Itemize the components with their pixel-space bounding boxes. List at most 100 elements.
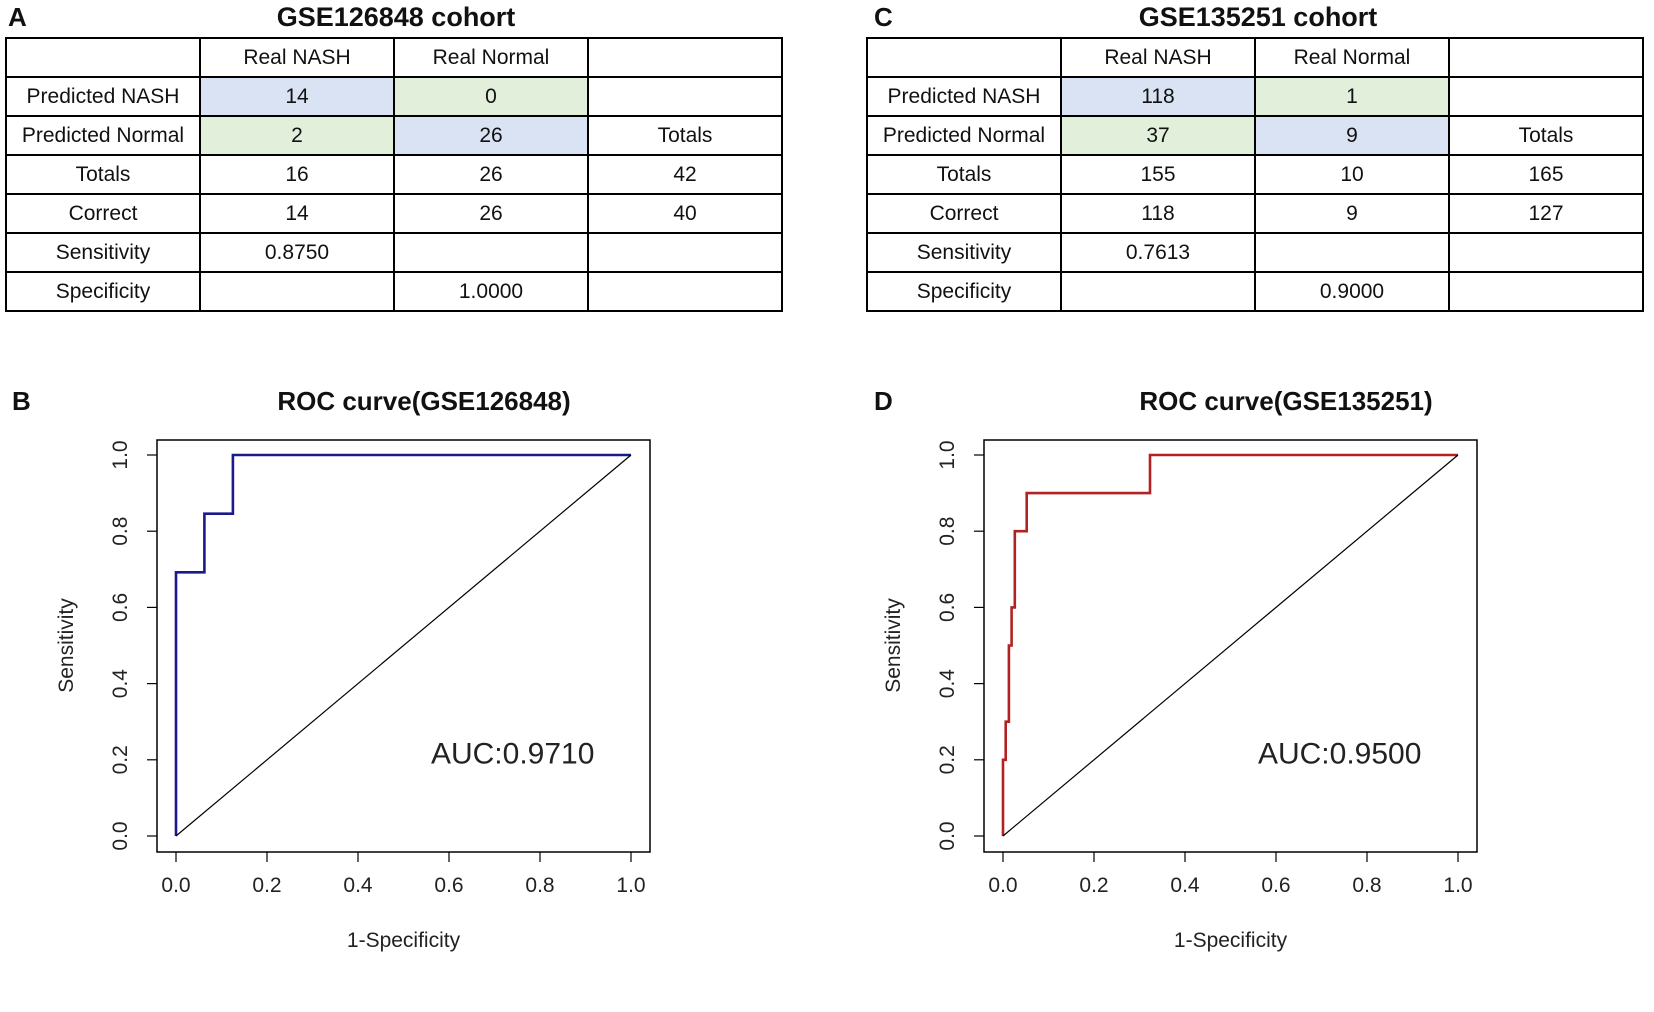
table-cell	[587, 76, 783, 117]
x-tick-label: 0.4	[1170, 874, 1200, 897]
table-cell: 9	[1254, 115, 1450, 156]
panel-letter-a: A	[8, 2, 27, 32]
table-row: Correct 14 26 40	[5, 193, 783, 234]
table-cell: Totals	[1448, 115, 1644, 156]
confusion-table-a: Real NASH Real Normal Predicted NASH 14 …	[5, 37, 783, 312]
roc-curve-line	[174, 453, 631, 836]
table-cell: 40	[587, 193, 783, 234]
table-cell: Totals	[866, 154, 1062, 195]
table-cell: Predicted Normal	[866, 115, 1062, 156]
table-cell: 0.7613	[1060, 232, 1256, 273]
table-cell	[1448, 76, 1644, 117]
table-cell: Predicted Normal	[5, 115, 201, 156]
panel-letter-c: C	[874, 2, 893, 32]
table-cell	[1448, 271, 1644, 312]
table-cell: 16	[199, 154, 395, 195]
table-cell	[866, 37, 1062, 78]
table-cell: Specificity	[5, 271, 201, 312]
y-tick-label: 1.0	[936, 440, 959, 469]
panel-letter-b: B	[12, 386, 31, 416]
table-header-row: Real NASH Real Normal	[866, 37, 1644, 78]
roc-chart-b: 0.0 0.2 0.4 0.6 0.8 1.0 0.0 0.2 0.4 0.6 0.8 1.0 1-Sp…	[55, 439, 651, 952]
table-cell: 37	[1060, 115, 1256, 156]
y-tick-label: 0.8	[109, 517, 132, 546]
table-cell: 26	[393, 154, 589, 195]
table-cell: 14	[199, 76, 395, 117]
table-row: Predicted Normal 37 9 Totals	[866, 115, 1644, 156]
table-cell: Correct	[866, 193, 1062, 234]
table-cell	[587, 232, 783, 273]
table-row: Predicted NASH 14 0	[5, 76, 783, 117]
table-cell: Sensitivity	[866, 232, 1062, 273]
y-tick-label: 0.2	[109, 745, 132, 774]
x-tick-label: 0.2	[252, 874, 281, 897]
table-row: Predicted NASH 118 1	[866, 76, 1644, 117]
table-cell: 0.8750	[199, 232, 395, 273]
table-cell: 127	[1448, 193, 1644, 234]
x-axis-label: 1-Specificity	[347, 929, 461, 952]
table-cell: 1.0000	[393, 271, 589, 312]
table-row: Totals 16 26 42	[5, 154, 783, 195]
table-cell: 0	[393, 76, 589, 117]
x-tick-label: 0.6	[434, 874, 463, 897]
table-cell: Totals	[5, 154, 201, 195]
plot-frame	[156, 439, 651, 853]
table-cell	[1448, 232, 1644, 273]
table-row: Sensitivity 0.8750	[5, 232, 783, 273]
y-tick-label: 0.6	[109, 593, 132, 622]
table-cell: Real Normal	[1254, 37, 1450, 78]
table-cell	[5, 37, 201, 78]
reference-diagonal-line	[1002, 454, 1459, 837]
x-tick-label: 0.0	[161, 874, 190, 897]
table-row: Predicted Normal 2 26 Totals	[5, 115, 783, 156]
table-cell: 26	[393, 193, 589, 234]
table-cell	[587, 37, 783, 78]
x-tick-label: 0.2	[1079, 874, 1108, 897]
x-tick-label: 1.0	[1443, 874, 1472, 897]
table-cell: 1	[1254, 76, 1450, 117]
auc-annotation: AUC:0.9500	[1258, 738, 1421, 771]
roc-title-b: ROC curve(GSE126848)	[277, 386, 571, 416]
y-tick-label: 0.4	[936, 669, 959, 699]
y-tick-label: 0.4	[109, 669, 132, 699]
x-tick-label: 0.0	[988, 874, 1017, 897]
table-cell	[1448, 37, 1644, 78]
roc-title-d: ROC curve(GSE135251)	[1139, 386, 1433, 416]
table-cell: Predicted NASH	[866, 76, 1062, 117]
table-cell: 2	[199, 115, 395, 156]
table-cell: 0.9000	[1254, 271, 1450, 312]
table-row: Specificity 0.9000	[866, 271, 1644, 312]
x-tick-label: 1.0	[616, 874, 645, 897]
auc-annotation: AUC:0.9710	[431, 738, 594, 771]
table-title-a: GSE126848 cohort	[276, 2, 516, 32]
y-axis-label: Sensitivity	[882, 598, 905, 693]
table-cell: 165	[1448, 154, 1644, 195]
table-cell: 42	[587, 154, 783, 195]
y-tick-label: 1.0	[109, 440, 132, 469]
table-cell: Correct	[5, 193, 201, 234]
confusion-table-c: Real NASH Real Normal Predicted NASH 118…	[866, 37, 1644, 312]
x-tick-label: 0.8	[1352, 874, 1381, 897]
table-cell: 118	[1060, 76, 1256, 117]
table-header-row: Real NASH Real Normal	[5, 37, 783, 78]
x-tick-label: 0.8	[525, 874, 554, 897]
table-cell: 10	[1254, 154, 1450, 195]
table-title-c: GSE135251 cohort	[1138, 2, 1378, 32]
y-tick-label: 0.8	[936, 517, 959, 546]
x-tick-label: 0.4	[343, 874, 373, 897]
table-cell	[393, 232, 589, 273]
panel-letter-d: D	[874, 386, 893, 416]
table-cell: Real NASH	[199, 37, 395, 78]
x-tick-label: 0.6	[1261, 874, 1290, 897]
roc-chart-d: 0.0 0.2 0.4 0.6 0.8 1.0 0.0 0.2 0.4 0.6 0.8 1.0 1-Sp…	[882, 439, 1478, 952]
table-cell	[199, 271, 395, 312]
table-cell: 155	[1060, 154, 1256, 195]
table-cell: Totals	[587, 115, 783, 156]
table-cell	[1060, 271, 1256, 312]
plot-frame	[983, 439, 1478, 853]
table-cell: Real NASH	[1060, 37, 1256, 78]
y-tick-label: 0.0	[109, 821, 132, 850]
y-tick-label: 0.2	[936, 745, 959, 774]
table-cell: Real Normal	[393, 37, 589, 78]
y-tick-label: 0.6	[936, 593, 959, 622]
